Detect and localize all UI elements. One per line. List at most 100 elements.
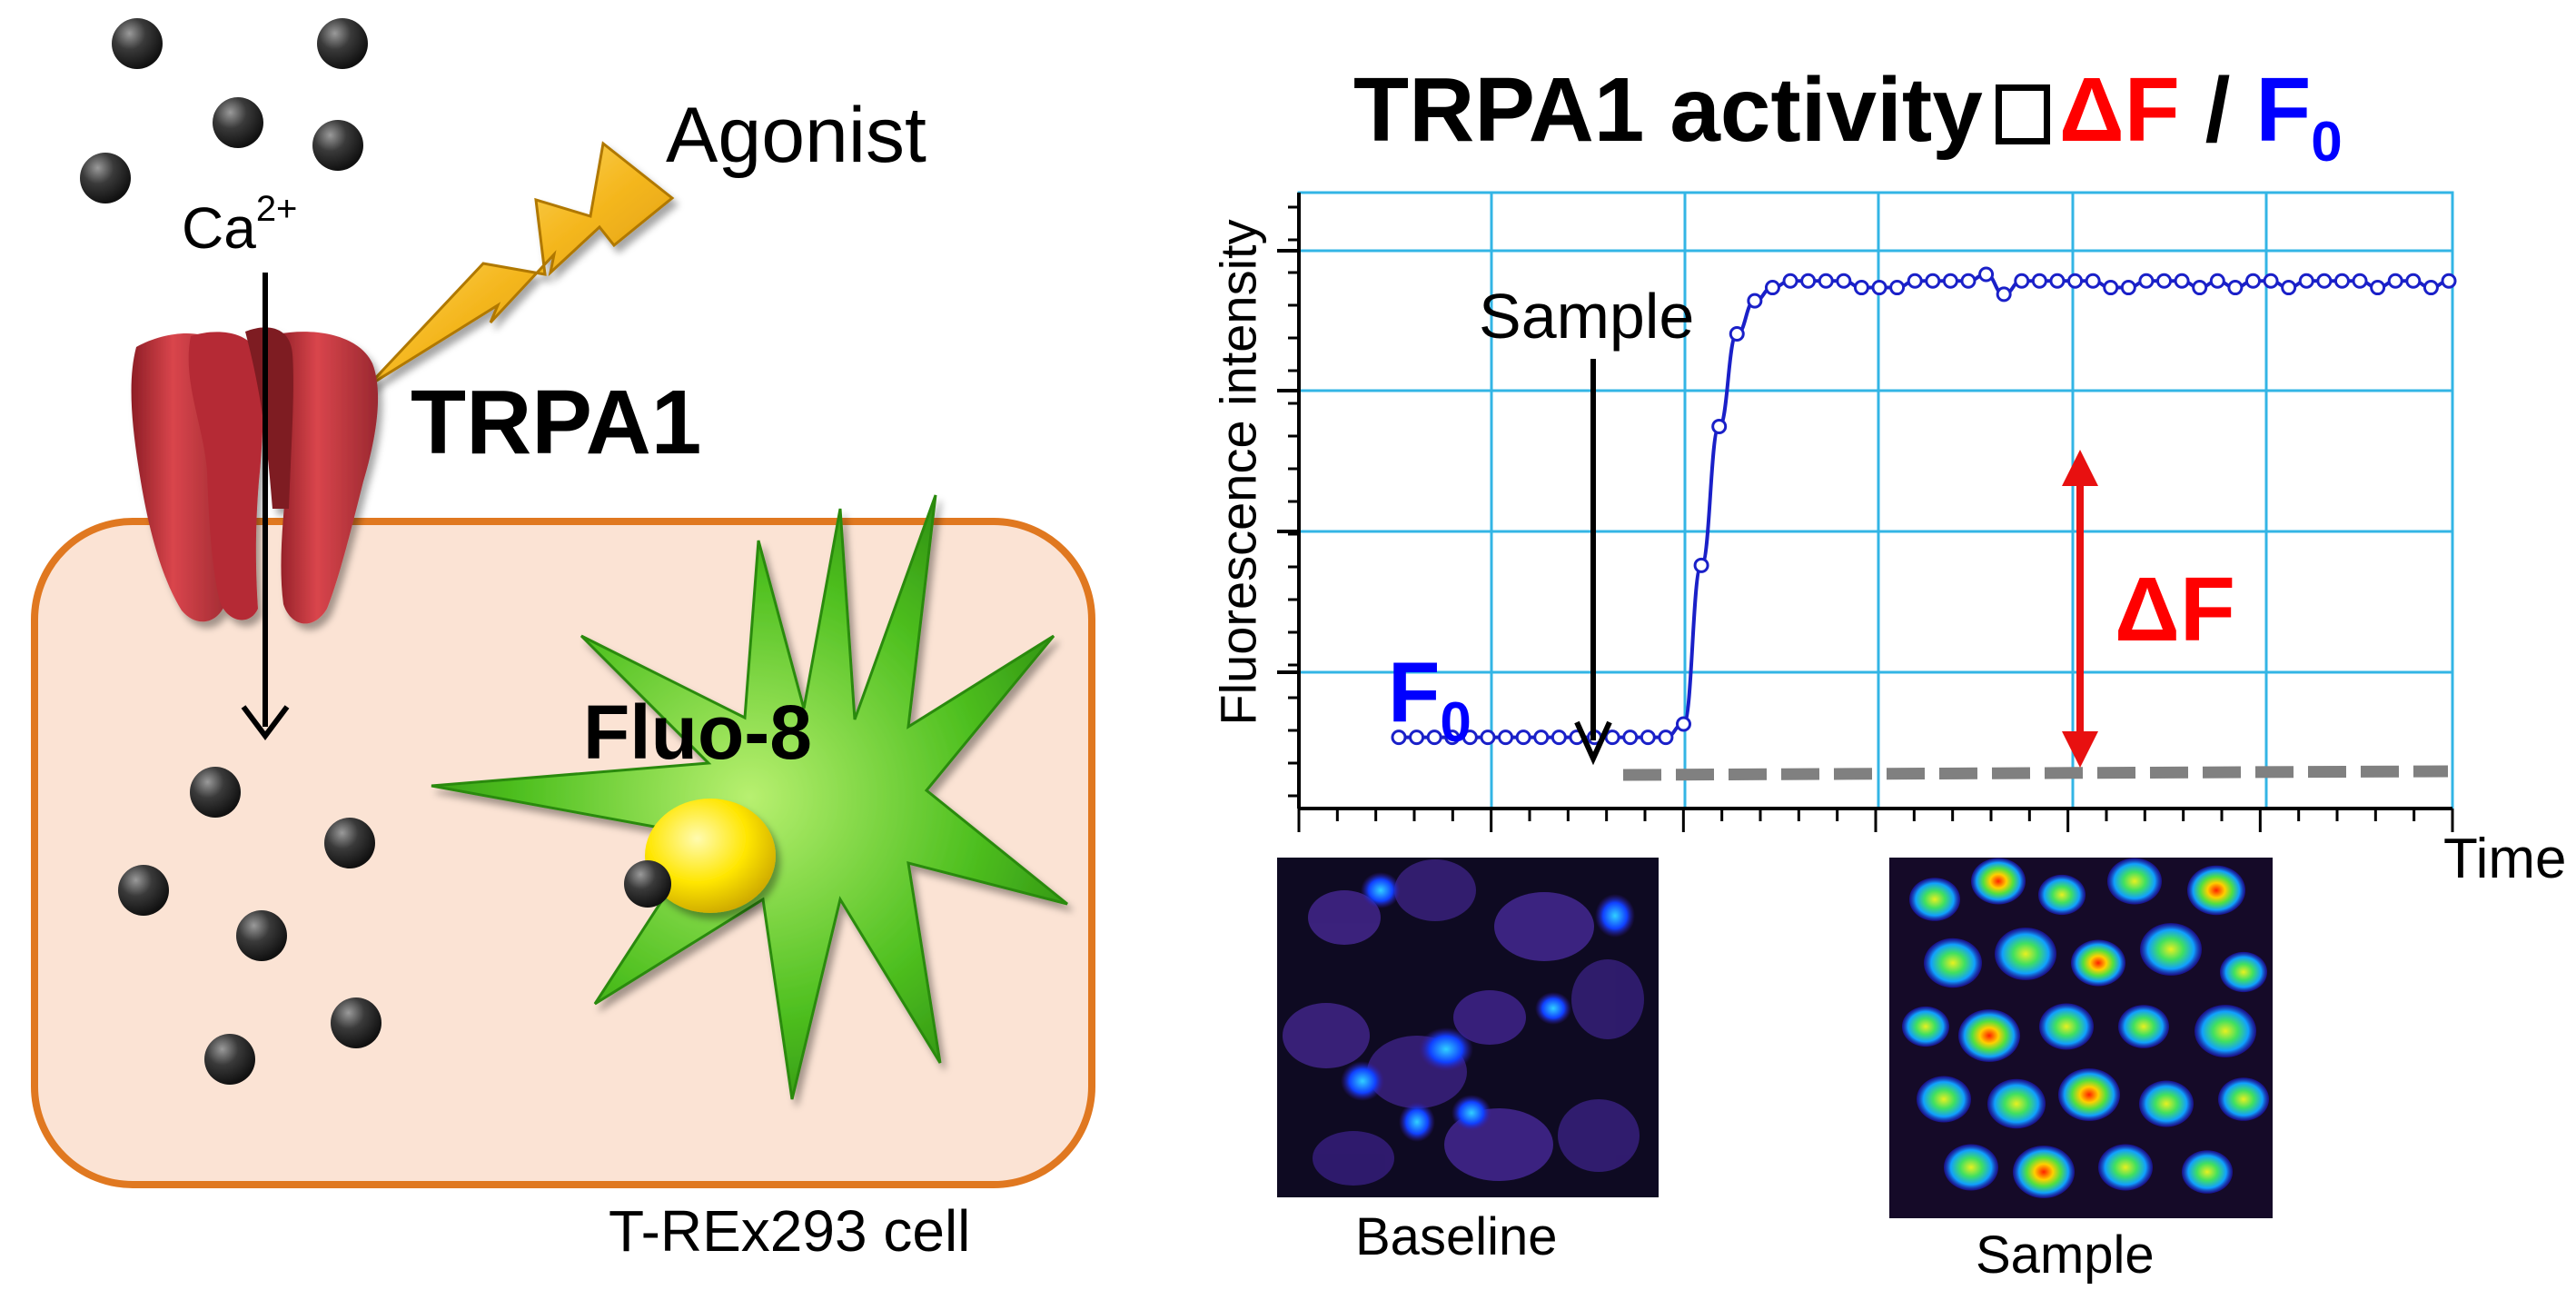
trace-point xyxy=(1604,729,1620,746)
title-delta: ΔF xyxy=(2058,59,2180,161)
trace-point xyxy=(1764,280,1780,296)
trace-point xyxy=(2263,273,2279,289)
calcium-ion xyxy=(331,997,381,1048)
chart-title: TRPA1 activity ΔF / F0 xyxy=(1353,58,2343,174)
fluo8-dye-icon xyxy=(645,799,776,913)
calcium-ion xyxy=(324,818,375,868)
fluorescent-cell xyxy=(2139,1080,2194,1127)
fluorescent-cell xyxy=(2218,1077,2269,1121)
trace-point xyxy=(2387,273,2403,289)
baseline-image-label: Baseline xyxy=(1355,1207,1558,1266)
trace-point xyxy=(1925,273,1941,289)
trpa1-subunit-mid xyxy=(188,332,263,620)
trace-point xyxy=(2405,273,2422,289)
trace-point xyxy=(1836,273,1852,289)
fluo8-starburst-icon xyxy=(431,494,1068,1100)
cell-line-label: T-REx293 cell xyxy=(609,1198,971,1264)
trpa1-subunit-back xyxy=(245,327,293,509)
fluorescent-cell xyxy=(1987,1078,2046,1129)
trace-point xyxy=(2352,273,2368,289)
fluorescent-cell xyxy=(2058,1068,2120,1121)
baseline-f0-label: F0 xyxy=(1388,643,1471,755)
trace-point xyxy=(1907,273,1923,289)
fluorescent-cell xyxy=(2038,874,2086,916)
trace-point xyxy=(1729,326,1745,342)
fluorescent-cell xyxy=(2195,1005,2256,1057)
trace-point xyxy=(1711,418,1728,434)
trace-point xyxy=(1782,273,1798,289)
fluorescent-cell xyxy=(1902,1006,1949,1047)
calcium-label: Ca2+ xyxy=(182,189,297,262)
delta-f-arrow xyxy=(2062,450,2098,768)
trace-point xyxy=(2031,273,2047,289)
trace-point xyxy=(2316,273,2333,289)
calcium-ion xyxy=(317,18,368,69)
trace-point xyxy=(2103,280,2119,296)
trace-point xyxy=(1551,729,1567,746)
fluorescent-cell xyxy=(1944,1144,1998,1191)
trace-point xyxy=(1942,273,1958,289)
fluorescent-cell xyxy=(2118,1005,2169,1048)
sample-arrow-label: Sample xyxy=(1479,281,1695,352)
trace-point xyxy=(2156,273,2173,289)
extracellular-calcium-ions xyxy=(80,18,368,203)
trace-point xyxy=(2120,280,2136,296)
fluorescent-cell xyxy=(2140,923,2202,976)
trace-point xyxy=(2441,273,2457,289)
fluorescent-cell xyxy=(1909,878,1960,921)
trace-point xyxy=(1498,729,1514,746)
trace-point xyxy=(1409,729,1425,746)
trace-point xyxy=(1693,557,1709,573)
x-axis-label: Time xyxy=(2443,828,2567,890)
calcium-ion xyxy=(312,120,363,171)
trace-point xyxy=(1622,729,1639,746)
trace-point xyxy=(2049,273,2066,289)
cell-diagram xyxy=(31,18,1095,1188)
calcium-ion xyxy=(204,1034,255,1085)
calcium-symbol: Ca xyxy=(182,195,256,261)
trace-point xyxy=(1871,280,1887,296)
trace-point xyxy=(2174,273,2190,289)
baseline-dashed-line xyxy=(1622,765,2449,781)
trace-point xyxy=(2085,273,2101,289)
fluorescent-cell xyxy=(2182,1150,2233,1194)
trace-point xyxy=(1658,729,1674,746)
fluorescent-cell xyxy=(1995,928,2056,980)
trace-point xyxy=(2298,273,2314,289)
title-box-glyph xyxy=(1995,84,2050,144)
calcium-ion xyxy=(80,153,131,203)
fluorescence-chart xyxy=(1277,191,2457,832)
trace-points xyxy=(1391,266,2457,746)
trpa1-label: TRPA1 xyxy=(411,372,702,473)
chart-axes xyxy=(1277,193,2454,832)
trace-point xyxy=(1640,729,1656,746)
trace-point xyxy=(1480,729,1496,746)
trace-point xyxy=(1461,729,1478,746)
trace-point xyxy=(2333,273,2350,289)
trace-point xyxy=(2014,273,2030,289)
trace-point xyxy=(1996,286,2012,303)
trace-point xyxy=(1818,273,1834,289)
sample-arrow xyxy=(1574,359,1612,766)
trace-point xyxy=(1853,280,1869,296)
fluorescent-cell xyxy=(1971,858,2026,905)
trace-point xyxy=(2067,273,2084,289)
fluorescent-cell xyxy=(2071,939,2125,987)
trace-point xyxy=(2370,280,2386,296)
trpa1-channel-icon xyxy=(131,327,379,624)
trace-point xyxy=(1889,280,1906,296)
calcium-ion xyxy=(190,767,241,818)
fluorescent-cell xyxy=(2220,951,2267,993)
trpa1-subunit-right xyxy=(276,332,379,624)
title-slash: / xyxy=(2204,59,2231,161)
intracellular-calcium-ions xyxy=(118,767,381,1085)
trace-point xyxy=(2227,280,2244,296)
title-main: TRPA1 activity xyxy=(1353,59,1983,161)
title-f-sub: 0 xyxy=(2311,111,2343,174)
baseline-image xyxy=(1277,858,1659,1197)
agonist-lightning-bolt-icon xyxy=(366,141,675,388)
title-f: F0 xyxy=(2255,59,2343,174)
f0-letter: F xyxy=(1388,644,1441,739)
trace-point xyxy=(1800,273,1817,289)
fluorescent-cell xyxy=(2098,1144,2153,1191)
